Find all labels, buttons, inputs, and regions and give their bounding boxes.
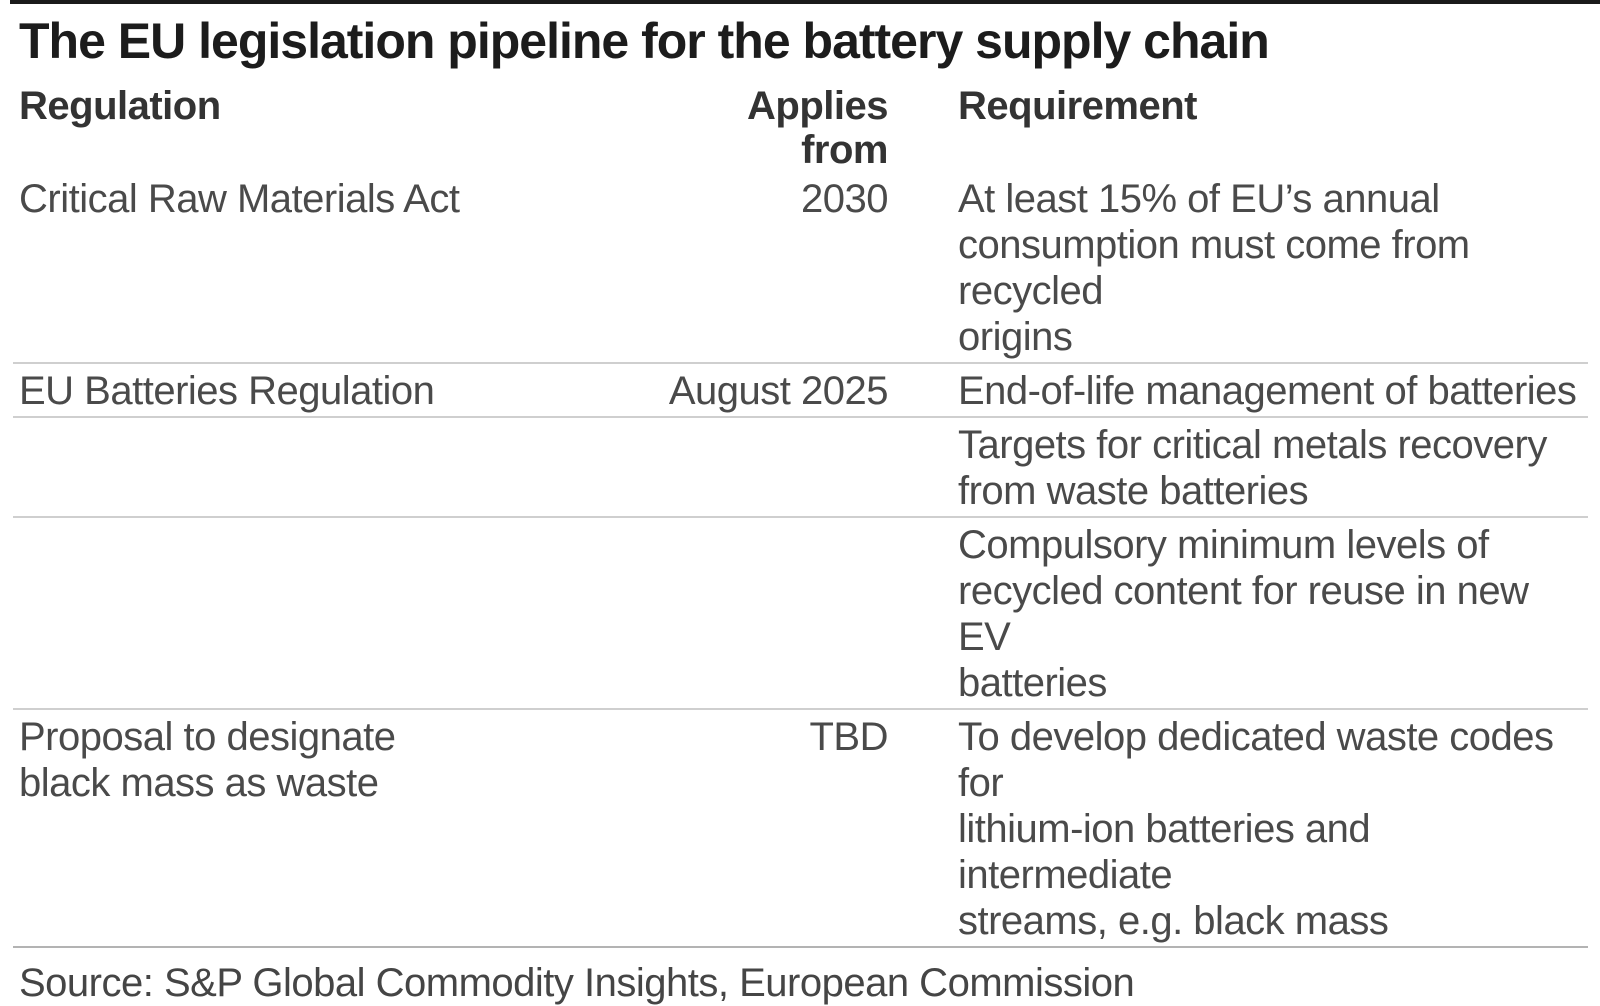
source-note: Source: S&P Global Commodity Insights, E… — [19, 961, 1135, 1005]
cell-regulation: Critical Raw Materials Act — [19, 177, 460, 221]
table-body: Critical Raw Materials Act 2030 At least… — [13, 172, 1588, 946]
cell-applies-from: 2030 — [801, 177, 888, 221]
cell-requirement: Targets for critical metals recovery fro… — [958, 423, 1547, 513]
cell-requirement: To develop dedicated waste codes for lit… — [958, 715, 1554, 943]
column-header-applies-from: Applies from — [747, 84, 888, 172]
cell-requirement: At least 15% of EU’s annual consumption … — [958, 177, 1470, 359]
chart-title: The EU legislation pipeline for the batt… — [19, 13, 1270, 69]
cell-regulation: Proposal to designate black mass as wast… — [19, 715, 396, 805]
cell-applies-from — [653, 518, 888, 708]
table-row: Targets for critical metals recovery fro… — [13, 416, 1588, 516]
table-row: Critical Raw Materials Act 2030 At least… — [13, 172, 1588, 362]
cell-regulation — [13, 518, 583, 708]
cell-regulation — [13, 418, 583, 516]
cell-regulation: EU Batteries Regulation — [19, 369, 435, 413]
cell-applies-from: August 2025 — [668, 369, 889, 413]
table-header-row: Regulation Applies from Requirement — [13, 84, 1588, 172]
table-infographic: The EU legislation pipeline for the batt… — [0, 12, 1600, 1006]
table-row: Proposal to designate black mass as wast… — [13, 708, 1588, 946]
column-header-requirement: Requirement — [958, 84, 1198, 128]
cell-requirement: End-of-life management of batteries — [958, 369, 1577, 413]
top-accent-bar — [10, 0, 1600, 4]
table-row: Compulsory minimum levels of recycled co… — [13, 516, 1588, 708]
cell-applies-from — [653, 418, 888, 516]
table-row: EU Batteries Regulation August 2025 End-… — [13, 362, 1588, 416]
cell-requirement: Compulsory minimum levels of recycled co… — [958, 523, 1529, 705]
footer-divider — [13, 946, 1588, 948]
cell-applies-from: TBD — [809, 715, 889, 759]
column-header-regulation: Regulation — [19, 84, 221, 128]
